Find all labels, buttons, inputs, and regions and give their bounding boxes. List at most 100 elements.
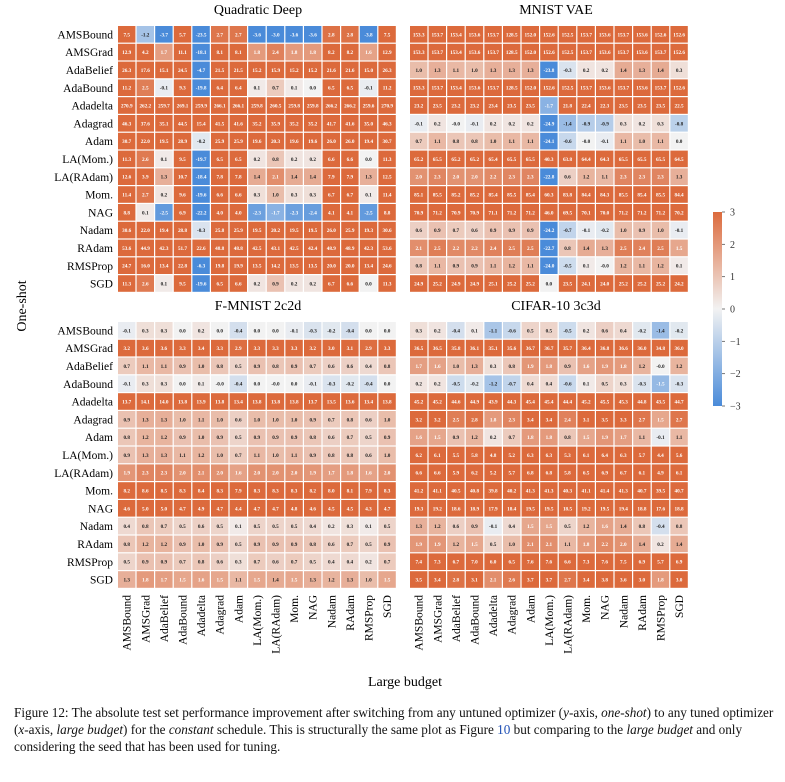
heatmap-cell-value: 35.8 — [451, 346, 460, 352]
heatmap-cell — [285, 132, 303, 150]
heatmap-cell-value: 1.9 — [601, 364, 608, 370]
heatmap-cell — [136, 132, 154, 150]
heatmap-cell — [651, 357, 670, 375]
heatmap-cell — [155, 482, 173, 499]
heatmap-cell-value: 18.9 — [470, 506, 479, 512]
heatmap-cell — [503, 393, 521, 410]
heatmap-cell — [192, 500, 210, 517]
caption-figure-link[interactable]: 10 — [497, 722, 511, 737]
heatmap-cell — [322, 357, 340, 375]
heatmap-cell — [229, 239, 247, 257]
heatmap-cell-value: 1.5 — [434, 435, 441, 441]
heatmap-cell — [465, 221, 484, 239]
heatmap-cell-value: 0.2 — [527, 121, 534, 127]
heatmap-cell — [266, 79, 285, 96]
heatmap-cell — [651, 257, 670, 274]
heatmap-cell — [359, 517, 378, 535]
heatmap-cell — [266, 239, 285, 257]
column-label: RMSProp — [656, 595, 668, 641]
heatmap-cell-value: 0.9 — [272, 282, 279, 288]
heatmap-cell-value: 0.9 — [216, 542, 223, 548]
heatmap-cell — [378, 393, 396, 410]
heatmap-cell-value: 1.0 — [365, 578, 372, 584]
heatmap-cell-value: 0.6 — [272, 560, 279, 566]
heatmap-cell-value: 19.6 — [252, 139, 261, 145]
heatmap-cell — [304, 150, 322, 168]
heatmap-cell-value: 1.0 — [471, 68, 478, 74]
heatmap-cell-value: 0.1 — [235, 524, 242, 530]
heatmap-cell — [341, 500, 359, 517]
heatmap-cell-value: 39.8 — [489, 489, 498, 495]
heatmap-cell — [558, 61, 577, 79]
heatmap-cell — [136, 322, 154, 339]
heatmap-cell-value: 64.5 — [675, 157, 684, 163]
heatmap-cell-value: 19.5 — [159, 139, 168, 145]
heatmap-cell — [378, 43, 396, 61]
heatmap-cell-value: 44.9 — [470, 400, 479, 406]
heatmap-cell-value: 4.3 — [365, 506, 372, 512]
heatmap-cell-value: 266.2 — [325, 104, 337, 110]
heatmap-cell-value: 8.2 — [309, 489, 316, 495]
heatmap-cell — [447, 517, 465, 535]
heatmap-cell — [503, 257, 521, 274]
heatmap-cell — [304, 115, 322, 132]
heatmap-cell-value: 19.6 — [290, 139, 299, 145]
heatmap-cell — [359, 535, 378, 553]
heatmap-cell-value: 17.6 — [141, 68, 150, 74]
column-label: LA(RAdam) — [563, 595, 575, 654]
row-label: AdaBelief — [66, 65, 113, 77]
heatmap-cell — [577, 221, 595, 239]
heatmap-cell-value: 1.2 — [583, 175, 590, 181]
heatmap-cell — [484, 393, 502, 410]
heatmap-cell-value: -0.2 — [346, 382, 355, 388]
heatmap-cell — [266, 517, 285, 535]
heatmap-cell-value: 0.9 — [216, 435, 223, 441]
heatmap-cell-value: 2.7 — [676, 417, 683, 423]
heatmap-cell-value: 2.1 — [198, 471, 205, 477]
heatmap-cell — [304, 411, 322, 428]
heatmap-cell-value: 19.5 — [290, 228, 299, 234]
heatmap-cell-value: 128.5 — [506, 50, 518, 56]
heatmap-cell — [155, 357, 173, 375]
heatmap-cell — [651, 43, 670, 61]
heatmap-cell — [670, 115, 688, 132]
x-axis-title: Large budget — [368, 675, 442, 690]
heatmap-cell-value: 1.5 — [254, 578, 261, 584]
heatmap-cell — [173, 150, 192, 168]
heatmap-cell-value: 262.2 — [139, 104, 151, 110]
heatmap-cell — [577, 257, 595, 274]
heatmap-cell-value: 13.8 — [178, 400, 187, 406]
heatmap-cell-value: -0.1 — [123, 382, 132, 388]
heatmap-cell — [248, 275, 266, 292]
heatmap-cell — [596, 168, 614, 185]
heatmap-cell-value: 0.9 — [564, 364, 571, 370]
column-label: LA(RAdam) — [271, 595, 283, 654]
heatmap-cell-value: 153.6 — [636, 86, 648, 92]
heatmap-cell — [521, 150, 539, 168]
heatmap-cell — [447, 43, 465, 61]
heatmap-cell — [633, 464, 651, 481]
heatmap-cell-value: 0.9 — [291, 364, 298, 370]
heatmap-cell-value: 0.6 — [601, 328, 608, 334]
heatmap-cell-value: 24.0 — [600, 282, 609, 288]
heatmap-cell-value: 2.0 — [254, 471, 261, 477]
y-axis-title: One-shot — [15, 280, 30, 331]
heatmap-cell — [173, 553, 192, 570]
heatmap-cell-value: 1.3 — [676, 175, 683, 181]
heatmap-cell — [633, 322, 651, 339]
heatmap-cell-value: 3.9 — [142, 175, 149, 181]
heatmap-cell — [136, 61, 154, 79]
heatmap-cell — [118, 553, 136, 570]
heatmap-cell-value: 6.4 — [216, 86, 223, 92]
heatmap-cell — [266, 500, 285, 517]
heatmap-cell-value: -0.1 — [601, 139, 610, 145]
heatmap-cell-value: 0.6 — [347, 364, 354, 370]
heatmap-cell-value: -0.2 — [675, 328, 684, 334]
caption-mid3: -axis, — [24, 722, 57, 737]
heatmap-cell-value: 41.3 — [526, 489, 535, 495]
colorbar-tick-label: 2 — [730, 240, 735, 251]
heatmap-cell — [577, 517, 595, 535]
heatmap-cell-value: 6.5 — [583, 471, 590, 477]
heatmap-cell — [596, 393, 614, 410]
heatmap-cell-value: 8.2 — [123, 489, 130, 495]
